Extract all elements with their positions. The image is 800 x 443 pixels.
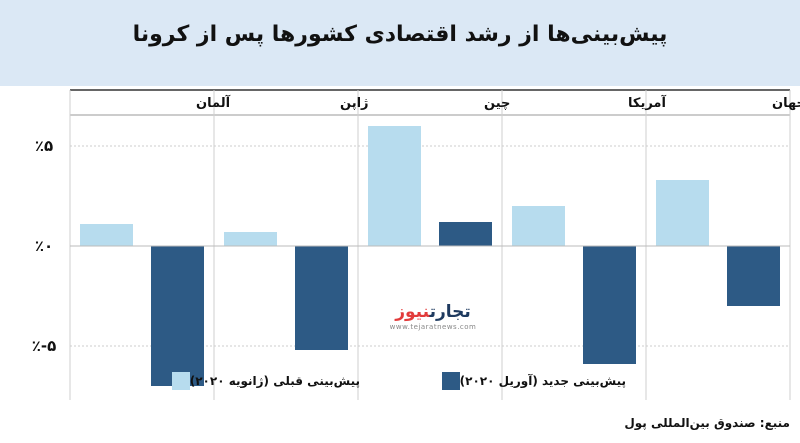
- y-tick-label-1: ٪۰: [35, 237, 53, 255]
- watermark-logo-accent: نیوز: [395, 302, 430, 322]
- legend-item-new: پیش‌بینی جدید (آوریل ۲۰۲۰): [441, 371, 634, 391]
- bar-new-2: [439, 222, 492, 246]
- y-tick-label-0: ٪۵: [35, 137, 53, 155]
- watermark-logo: تجارتنیوز www.tejaratnews.com: [378, 302, 488, 332]
- watermark-logo-primary: تجارت: [429, 302, 471, 322]
- category-label-1: آمریکا: [628, 94, 666, 111]
- legend-label-new: پیش‌بینی جدید (آوریل ۲۰۲۰): [459, 374, 626, 388]
- category-label-3: ژاپن: [340, 96, 369, 111]
- legend-label-previous: پیش‌بینی قبلی (ژانویه ۲۰۲۰): [189, 374, 360, 388]
- source-note: منبع: صندوق بین‌المللی پول: [624, 416, 790, 430]
- bar-previous-1: [512, 206, 565, 246]
- category-label-2: چین: [484, 96, 510, 111]
- title-band: [0, 0, 800, 86]
- chart-title: پیش‌بینی‌ها از رشد اقتصادی کشورها پس از …: [132, 22, 668, 47]
- bar-new-1: [583, 246, 636, 364]
- bar-previous-4: [80, 224, 133, 246]
- watermark-url: www.tejaratnews.com: [389, 323, 477, 331]
- legend-swatch-previous: [171, 372, 190, 390]
- bar-previous-3: [224, 232, 277, 246]
- bar-new-4: [151, 246, 204, 386]
- category-label-0: جهان: [772, 96, 800, 111]
- y-tick-label-2: ٪-۵: [32, 337, 57, 355]
- bar-previous-0: [656, 180, 709, 246]
- legend-item-previous: پیش‌بینی قبلی (ژانویه ۲۰۲۰): [171, 371, 368, 391]
- bar-new-0: [727, 246, 780, 306]
- category-label-4: آلمان: [196, 94, 231, 111]
- legend-swatch-new: [441, 372, 460, 390]
- bar-previous-2: [368, 126, 421, 246]
- bar-new-3: [295, 246, 348, 350]
